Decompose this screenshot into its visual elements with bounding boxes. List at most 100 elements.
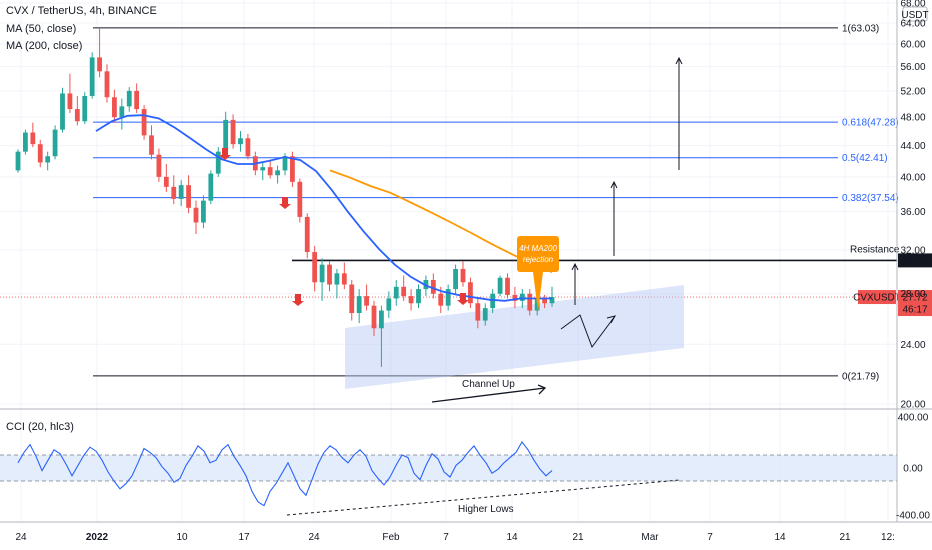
- time-tick: 14: [506, 532, 518, 543]
- candle-body: [82, 95, 88, 122]
- candle-body: [319, 264, 325, 283]
- candle-body: [408, 296, 414, 304]
- symbol-tag-text: CVXUSDT: [853, 293, 901, 304]
- channel-up-band: [345, 285, 684, 389]
- top-arrow-1: [219, 148, 231, 160]
- time-tick: 17: [238, 532, 250, 543]
- time-tick: 7: [707, 532, 713, 543]
- candle-body: [45, 156, 51, 163]
- candle-body: [238, 138, 243, 145]
- time-tick: 21: [572, 532, 584, 543]
- time-tick: 24: [308, 532, 320, 543]
- candle-body: [15, 151, 21, 171]
- candle-body: [208, 173, 214, 201]
- time-tick: Mar: [641, 532, 659, 543]
- candle-body: [171, 186, 177, 199]
- price-tick: 40.00: [900, 172, 925, 183]
- candle-body: [223, 119, 229, 152]
- candle-body: [460, 268, 466, 283]
- candle-body: [482, 308, 488, 321]
- candle-body: [230, 119, 236, 145]
- time-tick: 2022: [86, 532, 109, 543]
- candle-body: [119, 106, 125, 118]
- candle-body: [193, 207, 199, 223]
- candle-body: [290, 156, 295, 182]
- candle-body: [542, 298, 547, 304]
- candle-body: [349, 284, 355, 314]
- legend-symbol: CVX / TetherUS, 4h, BINANCE: [6, 5, 157, 17]
- candle-body: [416, 289, 421, 304]
- price-tick: 56.00: [900, 62, 925, 73]
- candle-body: [453, 268, 458, 290]
- candle-body: [141, 109, 147, 136]
- candle-body: [334, 273, 340, 285]
- cci-line: [17, 441, 553, 507]
- channel-up-arrow-head: [537, 384, 547, 395]
- time-tick: 24: [15, 532, 27, 543]
- projection-path: [560, 314, 616, 349]
- candle-body: [89, 57, 95, 96]
- candle-body: [186, 185, 191, 208]
- candle-body: [97, 57, 102, 72]
- time-tick: 12:: [881, 532, 895, 543]
- candle-body: [178, 185, 184, 199]
- candle-body: [275, 170, 280, 176]
- candle-body: [356, 296, 362, 314]
- candle-body: [201, 200, 206, 223]
- currency-badge: [902, 6, 928, 22]
- candle-body: [312, 252, 318, 283]
- top-arrow-4: [457, 293, 469, 305]
- fib-levels: 1(63.03) 0.618(47.28) 0.5(42.41) 0.382(37.5…: [0, 23, 932, 382]
- price-tag: [898, 290, 932, 317]
- time-tick: 7: [443, 532, 449, 543]
- price-tick: 48.00: [900, 113, 925, 124]
- candle-body: [74, 109, 80, 122]
- legend-ma50: MA (50, close): [6, 23, 77, 35]
- candle-body: [163, 176, 169, 187]
- legend-ma200: MA (200, close): [6, 40, 83, 52]
- candle-body: [527, 293, 533, 311]
- resistance-tag: [898, 253, 932, 268]
- top-arrow-2: [279, 197, 291, 209]
- callout-pointer: [533, 272, 543, 312]
- symbol-tag: [858, 290, 896, 305]
- candle-body: [371, 305, 377, 329]
- candle-body: [512, 294, 518, 301]
- candle-body: [445, 289, 451, 306]
- ma200-line: [329, 169, 553, 274]
- projection-head: [606, 315, 617, 324]
- cci-panel: Higher Lows: [0, 441, 897, 516]
- candle-body: [505, 277, 510, 295]
- candle-body: [23, 132, 28, 152]
- candle-body: [126, 90, 132, 107]
- cci-tick: 0.00: [903, 464, 923, 475]
- channel-up-label: Channel Up: [462, 379, 515, 390]
- candle-body: [393, 286, 399, 299]
- candle-body: [341, 273, 347, 285]
- candle-body: [364, 296, 369, 306]
- candle-body: [386, 298, 392, 311]
- time-tick: Feb: [382, 532, 400, 543]
- legend-cci: CCI (20, hlc3): [6, 421, 74, 433]
- moving-averages: [95, 114, 553, 302]
- price-tick: 68.00: [900, 0, 925, 10]
- price-tick: 28.00: [900, 289, 925, 300]
- channel-up: [345, 285, 684, 389]
- fib-label: 0(21.79): [842, 371, 879, 382]
- candle-body: [327, 264, 332, 285]
- higher-lows-label: Higher Lows: [458, 504, 514, 515]
- target-arrow-1-head: [571, 262, 579, 271]
- resistance-tag-text: 31.00: [902, 256, 927, 267]
- candle-body: [245, 138, 251, 157]
- price-tick: 20.00: [900, 400, 925, 411]
- candle-body: [468, 282, 473, 304]
- candle-body: [297, 181, 303, 217]
- candle-body: [67, 93, 73, 110]
- resistance-label: Resistance: [850, 244, 900, 255]
- price-tick: 32.00: [900, 245, 925, 256]
- fib-label: 0.382(37.54): [842, 193, 899, 204]
- top-arrow-3: [292, 294, 304, 306]
- time-tick: 10: [176, 532, 188, 543]
- time-tick: 14: [774, 532, 786, 543]
- annotations: 4H MA200 rejection Channel Up: [219, 56, 683, 403]
